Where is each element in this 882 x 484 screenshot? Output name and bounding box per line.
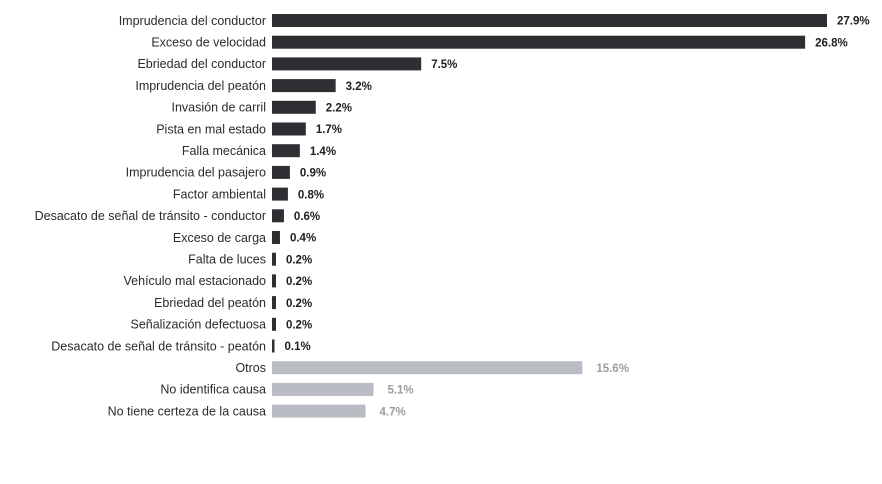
category-label-invasion-de-carril: Invasión de carril: [172, 101, 267, 115]
category-label-senalizacion-defectuosa: Señalización defectuosa: [130, 318, 266, 332]
bar-vehiculo-mal-estacionado: [272, 274, 276, 288]
category-label-ebriedad-del-peaton: Ebriedad del peatón: [154, 296, 266, 310]
bar-exceso-de-velocidad: [272, 35, 806, 49]
category-label-factor-ambiental: Factor ambiental: [173, 187, 266, 201]
value-label-pista-en-mal-estado: 1.7%: [316, 124, 342, 136]
value-label-desacato-de-senal-de-transito-conductor: 0.6%: [294, 211, 320, 223]
bar-desacato-de-senal-de-transito-conductor: [272, 209, 284, 223]
category-label-imprudencia-del-conductor: Imprudencia del conductor: [119, 14, 266, 28]
category-label-falla-mecanica: Falla mecánica: [182, 144, 266, 158]
category-label-ebriedad-del-conductor: Ebriedad del conductor: [137, 57, 266, 71]
value-label-ebriedad-del-peaton: 0.2%: [286, 298, 312, 310]
category-label-no-tiene-certeza-de-la-causa: No tiene certeza de la causa: [108, 404, 266, 418]
bar-imprudencia-del-conductor: [272, 14, 827, 27]
value-label-exceso-de-carga: 0.4%: [290, 233, 316, 245]
bar-exceso-de-carga: [272, 231, 280, 244]
value-label-desacato-de-senal-de-transito-peaton: 0.1%: [285, 341, 311, 353]
category-label-desacato-de-senal-de-transito-peaton: Desacato de señal de tránsito - peatón: [51, 339, 266, 353]
value-label-otros: 15.6%: [596, 363, 629, 375]
category-label-imprudencia-del-peaton: Imprudencia del peatón: [135, 79, 266, 93]
bar-falla-mecanica: [272, 144, 300, 158]
bar-pista-en-mal-estado: [272, 122, 306, 136]
value-label-imprudencia-del-conductor: 27.9%: [837, 16, 870, 28]
bar-desacato-de-senal-de-transito-peaton: [272, 339, 275, 353]
value-label-no-identifica-causa: 5.1%: [387, 385, 413, 397]
bar-falta-de-luces: [272, 252, 276, 266]
category-label-no-identifica-causa: No identifica causa: [160, 383, 266, 397]
value-label-invasion-de-carril: 2.2%: [326, 103, 352, 115]
value-label-no-tiene-certeza-de-la-causa: 4.7%: [379, 406, 405, 418]
bar-invasion-de-carril: [272, 100, 316, 114]
bar-no-tiene-certeza-de-la-causa: [272, 404, 366, 418]
category-label-otros: Otros: [235, 361, 266, 375]
bar-no-identifica-causa: [272, 382, 374, 396]
bar-senalizacion-defectuosa: [272, 317, 276, 331]
category-label-imprudencia-del-pasajero: Imprudencia del pasajero: [126, 166, 266, 180]
category-label-exceso-de-velocidad: Exceso de velocidad: [151, 36, 266, 50]
bar-imprudencia-del-peaton: [272, 79, 336, 93]
value-label-imprudencia-del-peaton: 3.2%: [346, 81, 372, 93]
category-label-desacato-de-senal-de-transito-conductor: Desacato de señal de tránsito - conducto…: [35, 209, 266, 223]
value-label-exceso-de-velocidad: 26.8%: [815, 37, 848, 49]
bar-ebriedad-del-conductor: [272, 57, 422, 71]
value-label-vehiculo-mal-estacionado: 0.2%: [286, 276, 312, 288]
value-label-falla-mecanica: 1.4%: [310, 146, 336, 158]
value-label-imprudencia-del-pasajero: 0.9%: [300, 168, 326, 180]
value-label-senalizacion-defectuosa: 0.2%: [286, 320, 312, 332]
category-label-pista-en-mal-estado: Pista en mal estado: [156, 122, 266, 136]
category-label-exceso-de-carga: Exceso de carga: [173, 231, 266, 245]
value-label-ebriedad-del-conductor: 7.5%: [431, 59, 457, 71]
value-label-factor-ambiental: 0.8%: [298, 189, 324, 201]
value-label-falta-de-luces: 0.2%: [286, 254, 312, 266]
bar-otros: [272, 361, 583, 375]
bars-layer: Imprudencia del conductor 27.9% Exceso de …: [35, 14, 870, 419]
bar-ebriedad-del-peaton: [272, 296, 276, 310]
category-label-falta-de-luces: Falta de luces: [188, 253, 266, 267]
bar-factor-ambiental: [272, 187, 288, 201]
category-label-vehiculo-mal-estacionado: Vehículo mal estacionado: [124, 274, 267, 288]
bar-imprudencia-del-pasajero: [272, 165, 290, 179]
